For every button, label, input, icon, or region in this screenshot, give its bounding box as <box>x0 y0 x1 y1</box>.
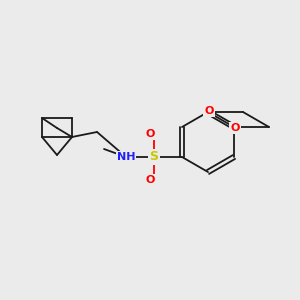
Text: O: O <box>230 123 240 133</box>
Text: O: O <box>145 129 155 139</box>
Text: O: O <box>204 106 214 116</box>
Text: NH: NH <box>117 152 135 162</box>
Text: O: O <box>145 175 155 185</box>
Text: S: S <box>149 151 158 164</box>
